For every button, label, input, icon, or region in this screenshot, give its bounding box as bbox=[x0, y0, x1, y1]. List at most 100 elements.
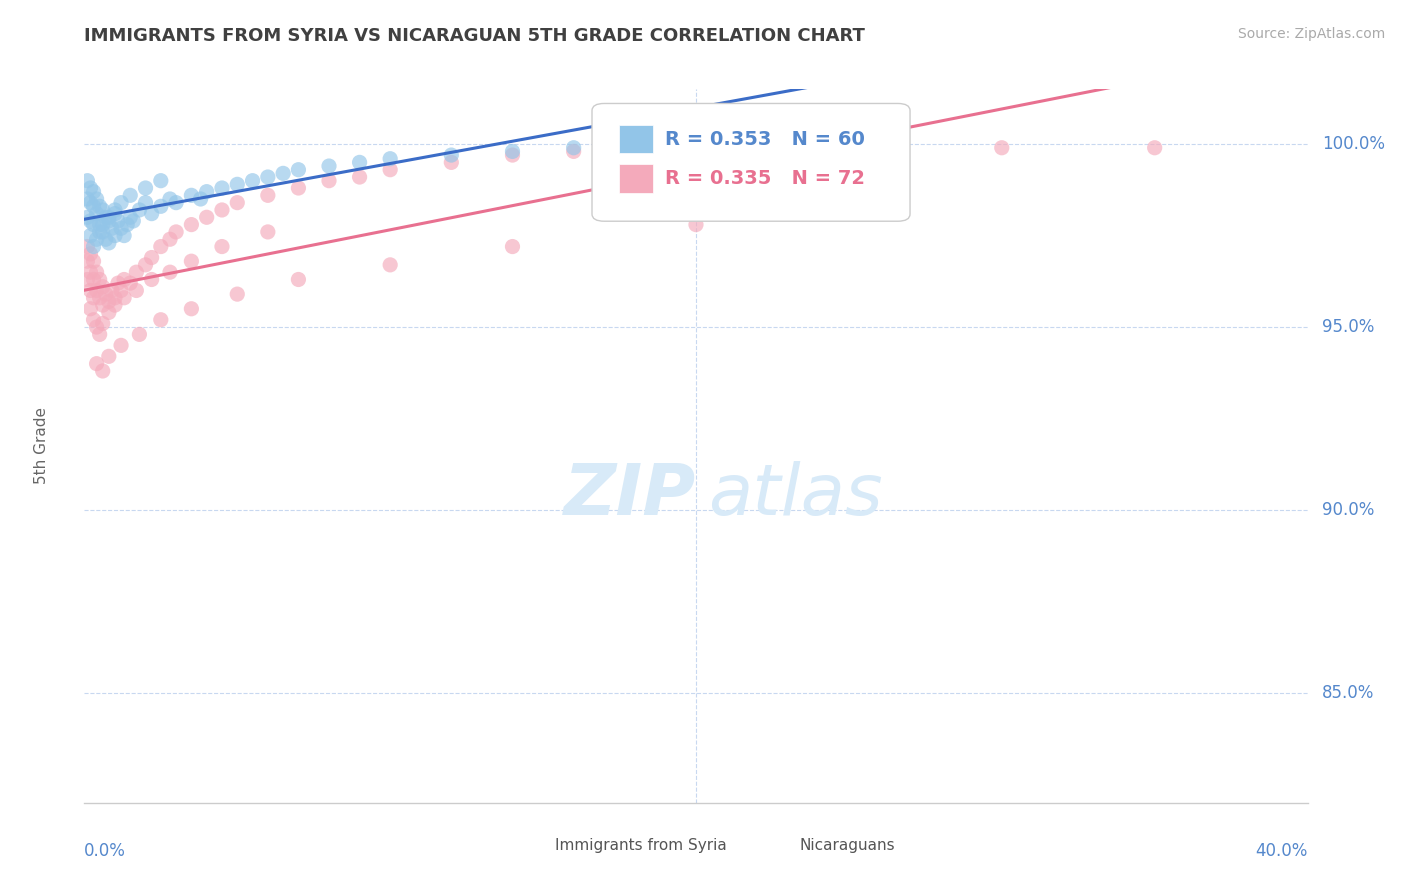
Point bbox=[502, 148, 524, 162]
Point bbox=[195, 211, 218, 225]
Point bbox=[211, 181, 233, 195]
Text: 95.0%: 95.0% bbox=[1322, 318, 1375, 336]
Text: 5th Grade: 5th Grade bbox=[34, 408, 49, 484]
Text: Nicaraguans: Nicaraguans bbox=[800, 838, 896, 853]
Point bbox=[141, 206, 163, 220]
Point bbox=[86, 284, 108, 298]
Point bbox=[91, 225, 114, 239]
Point bbox=[685, 141, 707, 155]
Text: 40.0%: 40.0% bbox=[1256, 842, 1308, 860]
Point bbox=[165, 225, 187, 239]
Point bbox=[149, 174, 172, 188]
Point bbox=[110, 338, 132, 352]
Bar bbox=[619, 125, 654, 153]
Point bbox=[502, 145, 524, 159]
Point bbox=[76, 174, 98, 188]
Point bbox=[135, 195, 157, 210]
Point bbox=[159, 232, 181, 246]
Point bbox=[287, 181, 309, 195]
Point bbox=[380, 258, 402, 272]
Point bbox=[83, 199, 105, 213]
Point bbox=[104, 291, 127, 305]
Point bbox=[211, 239, 233, 253]
Point bbox=[287, 272, 309, 286]
Point bbox=[349, 155, 371, 169]
Point bbox=[149, 239, 172, 253]
Point bbox=[104, 202, 127, 217]
Point bbox=[440, 148, 463, 162]
Point bbox=[107, 276, 129, 290]
Point bbox=[89, 218, 111, 232]
Point bbox=[91, 364, 114, 378]
Point bbox=[76, 254, 98, 268]
Point bbox=[89, 291, 111, 305]
Point bbox=[79, 214, 101, 228]
Text: atlas: atlas bbox=[709, 461, 883, 531]
Point bbox=[91, 280, 114, 294]
Bar bbox=[512, 835, 543, 856]
Point bbox=[86, 265, 108, 279]
Point bbox=[112, 291, 135, 305]
Point bbox=[83, 185, 105, 199]
Point bbox=[91, 317, 114, 331]
Point bbox=[86, 320, 108, 334]
Point bbox=[226, 287, 249, 301]
Point bbox=[107, 214, 129, 228]
Point bbox=[128, 327, 150, 342]
Point bbox=[104, 206, 127, 220]
Point bbox=[128, 202, 150, 217]
Point bbox=[180, 188, 202, 202]
Point bbox=[242, 174, 264, 188]
Point bbox=[86, 206, 108, 220]
Point bbox=[349, 169, 371, 184]
Text: ZIP: ZIP bbox=[564, 461, 696, 531]
Point bbox=[502, 239, 524, 253]
Point bbox=[685, 218, 707, 232]
Point bbox=[97, 305, 120, 319]
Point bbox=[94, 287, 117, 301]
Point bbox=[135, 181, 157, 195]
Point bbox=[257, 225, 280, 239]
Point bbox=[89, 225, 111, 239]
Point bbox=[86, 192, 108, 206]
Point bbox=[112, 228, 135, 243]
Point bbox=[76, 272, 98, 286]
Point bbox=[318, 174, 340, 188]
Point bbox=[440, 155, 463, 169]
Point bbox=[165, 195, 187, 210]
Point bbox=[76, 211, 98, 225]
Point bbox=[838, 141, 860, 155]
Point bbox=[141, 251, 163, 265]
Point bbox=[149, 199, 172, 213]
Point bbox=[104, 228, 127, 243]
Bar bbox=[619, 164, 654, 193]
Point bbox=[94, 232, 117, 246]
Point bbox=[211, 202, 233, 217]
Point bbox=[122, 214, 145, 228]
Point bbox=[83, 254, 105, 268]
Point bbox=[101, 221, 124, 235]
Text: 90.0%: 90.0% bbox=[1322, 501, 1375, 519]
Point bbox=[76, 192, 98, 206]
Point bbox=[226, 178, 249, 192]
Point bbox=[180, 218, 202, 232]
Point bbox=[120, 188, 142, 202]
Point bbox=[190, 192, 212, 206]
Point bbox=[180, 254, 202, 268]
Point bbox=[115, 218, 138, 232]
Point bbox=[159, 192, 181, 206]
Point bbox=[89, 199, 111, 213]
Text: 0.0%: 0.0% bbox=[84, 842, 127, 860]
Point bbox=[94, 211, 117, 225]
Point bbox=[79, 247, 101, 261]
Point bbox=[104, 298, 127, 312]
Point bbox=[83, 239, 105, 253]
Text: Immigrants from Syria: Immigrants from Syria bbox=[555, 838, 727, 853]
Point bbox=[380, 152, 402, 166]
Point bbox=[135, 258, 157, 272]
Point bbox=[991, 141, 1014, 155]
Point bbox=[97, 349, 120, 363]
Point bbox=[159, 265, 181, 279]
Point bbox=[91, 202, 114, 217]
Point bbox=[1143, 141, 1166, 155]
